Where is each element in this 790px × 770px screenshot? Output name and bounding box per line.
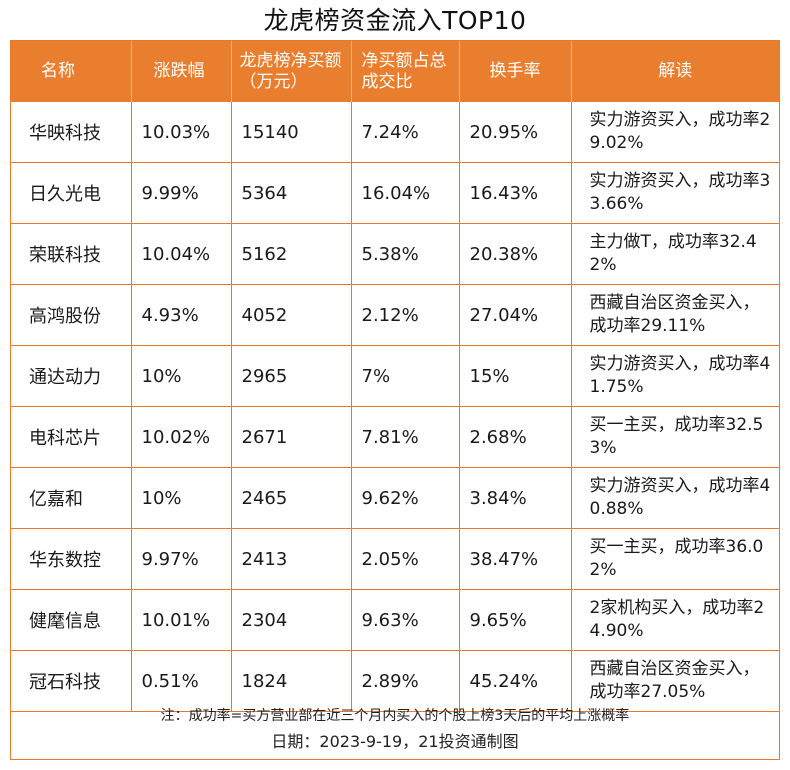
cell-ratio: 9.63% (351, 589, 460, 651)
cell-turnover: 27.04% (459, 284, 572, 346)
table-row: 健麾信息 10.01% 2304 9.63% 9.65% 2家机构买入，成功率2… (11, 589, 779, 651)
cell-ratio: 2.05% (351, 528, 460, 590)
cell-interpretation: 主力做T，成功率32.42% (571, 223, 779, 285)
cell-ratio: 7% (351, 345, 460, 407)
cell-name: 高鸿股份 (11, 284, 132, 346)
table-row: 荣联科技 10.04% 5162 5.38% 20.38% 主力做T，成功率32… (11, 223, 779, 285)
cell-net-buy: 2671 (231, 406, 352, 468)
cell-ratio: 2.89% (351, 650, 460, 712)
header-change: 涨跌幅 (131, 41, 232, 102)
header-turnover: 换手率 (459, 41, 572, 102)
dragon-tiger-table: 名称 涨跌幅 龙虎榜净买额（万元） 净买额占总成交比 换手率 解读 华映科技 1… (11, 41, 779, 712)
table-row: 高鸿股份 4.93% 4052 2.12% 27.04% 西藏自治区资金买入，成… (11, 284, 779, 346)
cell-net-buy: 2413 (231, 528, 352, 590)
cell-change: 0.51% (131, 650, 232, 712)
cell-interpretation: 买一主买，成功率36.02% (571, 528, 779, 590)
cell-name: 荣联科技 (11, 223, 132, 285)
table-row: 通达动力 10% 2965 7% 15% 实力游资买入，成功率41.75% (11, 345, 779, 407)
cell-name: 华映科技 (11, 102, 132, 163)
cell-ratio: 9.62% (351, 467, 460, 529)
cell-interpretation: 实力游资买入，成功率33.66% (571, 162, 779, 224)
cell-change: 10.02% (131, 406, 232, 468)
page-title: 龙虎榜资金流入TOP10 (263, 6, 527, 35)
cell-turnover: 38.47% (459, 528, 572, 590)
cell-turnover: 20.38% (459, 223, 572, 285)
cell-turnover: 20.95% (459, 102, 572, 163)
table-header-row: 名称 涨跌幅 龙虎榜净买额（万元） 净买额占总成交比 换手率 解读 (11, 41, 779, 102)
cell-interpretation: 实力游资买入，成功率41.75% (571, 345, 779, 407)
cell-net-buy: 1824 (231, 650, 352, 712)
cell-interpretation: 西藏自治区资金买入，成功率29.11% (571, 284, 779, 346)
cell-change: 10% (131, 345, 232, 407)
cell-interpretation: 西藏自治区资金买入，成功率27.05% (571, 650, 779, 712)
cell-name: 健麾信息 (11, 589, 132, 651)
cell-name: 电科芯片 (11, 406, 132, 468)
cell-turnover: 45.24% (459, 650, 572, 712)
table-row: 华映科技 10.03% 15140 7.24% 20.95% 实力游资买入，成功… (11, 102, 779, 163)
cell-ratio: 2.12% (351, 284, 460, 346)
cell-interpretation: 买一主买，成功率32.53% (571, 406, 779, 468)
cell-change: 10.04% (131, 223, 232, 285)
header-net-buy: 龙虎榜净买额（万元） (231, 41, 352, 102)
cell-name: 冠石科技 (11, 650, 132, 712)
cell-name: 日久光电 (11, 162, 132, 224)
footnote: 注：成功率=买方营业部在近三个月内买入的个股上榜3天后的平均上涨概率 (160, 708, 630, 724)
cell-turnover: 16.43% (459, 162, 572, 224)
table-frame: 名称 涨跌幅 龙虎榜净买额（万元） 净买额占总成交比 换手率 解读 华映科技 1… (10, 40, 780, 760)
table-row: 亿嘉和 10% 2465 9.62% 3.84% 实力游资买入，成功率40.88… (11, 467, 779, 529)
table-row: 日久光电 9.99% 5364 16.04% 16.43% 实力游资买入，成功率… (11, 162, 779, 224)
cell-turnover: 2.68% (459, 406, 572, 468)
cell-net-buy: 15140 (231, 102, 352, 163)
cell-name: 通达动力 (11, 345, 132, 407)
cell-net-buy: 5364 (231, 162, 352, 224)
cell-name: 华东数控 (11, 528, 132, 590)
cell-change: 9.97% (131, 528, 232, 590)
cell-change: 9.99% (131, 162, 232, 224)
cell-name: 亿嘉和 (11, 467, 132, 529)
date-credit: 日期：2023-9-19，21投资通制图 (271, 732, 519, 751)
cell-change: 10% (131, 467, 232, 529)
cell-net-buy: 2965 (231, 345, 352, 407)
cell-net-buy: 2304 (231, 589, 352, 651)
header-name: 名称 (11, 41, 132, 102)
cell-net-buy: 4052 (231, 284, 352, 346)
table-row: 冠石科技 0.51% 1824 2.89% 45.24% 西藏自治区资金买入，成… (11, 650, 779, 712)
cell-interpretation: 实力游资买入，成功率40.88% (571, 467, 779, 529)
cell-ratio: 7.81% (351, 406, 460, 468)
cell-interpretation: 实力游资买入，成功率29.02% (571, 102, 779, 163)
header-ratio: 净买额占总成交比 (351, 41, 460, 102)
cell-turnover: 9.65% (459, 589, 572, 651)
cell-turnover: 3.84% (459, 467, 572, 529)
cell-net-buy: 5162 (231, 223, 352, 285)
cell-ratio: 5.38% (351, 223, 460, 285)
cell-change: 4.93% (131, 284, 232, 346)
cell-ratio: 7.24% (351, 102, 460, 163)
table-row: 电科芯片 10.02% 2671 7.81% 2.68% 买一主买，成功率32.… (11, 406, 779, 468)
table-row: 华东数控 9.97% 2413 2.05% 38.47% 买一主买，成功率36.… (11, 528, 779, 590)
cell-net-buy: 2465 (231, 467, 352, 529)
cell-turnover: 15% (459, 345, 572, 407)
cell-interpretation: 2家机构买入，成功率24.90% (571, 589, 779, 651)
cell-ratio: 16.04% (351, 162, 460, 224)
header-interpretation: 解读 (571, 41, 779, 102)
cell-change: 10.01% (131, 589, 232, 651)
cell-change: 10.03% (131, 102, 232, 163)
